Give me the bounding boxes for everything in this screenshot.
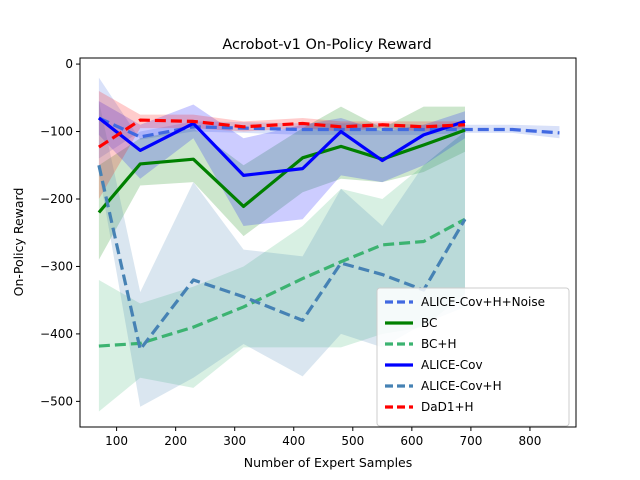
legend-box [376,287,570,427]
x-tick-label: 800 [518,434,541,448]
band-bc [98,106,465,260]
x-axis-ticks: 100 200 300 400 500 600 700 800 [105,427,541,448]
y-tick-label: −400 [40,327,73,341]
series-line-bc-h [98,217,466,348]
band-dad1-h [98,91,465,199]
legend-label-bc: BC [421,316,437,330]
x-tick-label: 100 [105,434,128,448]
legend-label-dad1-h: DaD1+H [421,400,474,414]
plot-frame [79,57,577,428]
legend: ALICE-Cov+H+Noise BC BC+H ALICE-Cov ALICE-Co… [376,287,570,427]
y-tick-label: 0 [65,57,73,71]
band-bc-h [98,131,465,412]
series-line-bc [97,128,466,214]
series-lines [97,116,560,352]
series-line-alice-cov [97,116,466,177]
series-line-dad1-h [98,118,466,149]
x-axis-label: Number of Expert Samples [244,455,413,470]
y-axis-label: On-Policy Reward [11,188,26,297]
y-tick-label: −100 [40,125,73,139]
x-tick-label: 700 [459,434,482,448]
y-tick-label: −200 [40,192,73,206]
band-alice-cov [98,101,465,226]
x-tick-label: 200 [164,434,187,448]
legend-label-alice-cov: ALICE-Cov [421,358,483,372]
x-tick-label: 500 [341,434,364,448]
x-tick-label: 400 [282,434,305,448]
legend-label-alice-cov-h: ALICE-Cov+H [421,379,502,393]
y-tick-label: −300 [40,259,73,273]
y-axis-ticks: 0 −100 −200 −300 −400 −500 [40,57,80,408]
x-tick-label: 300 [223,434,246,448]
chart-title: Acrobot-v1 On-Policy Reward [222,37,431,53]
legend-label-bc-h: BC+H [421,337,456,351]
series-line-alice-cov-h [97,164,467,352]
legend-label-alice-cov-h-noise: ALICE-Cov+H+Noise [421,295,545,309]
x-tick-label: 600 [400,434,423,448]
y-tick-label: −500 [40,394,73,408]
band-alice-cov-h [98,101,465,407]
confidence-bands [98,77,560,412]
series-line-alice-cov-h-noise [98,116,560,139]
